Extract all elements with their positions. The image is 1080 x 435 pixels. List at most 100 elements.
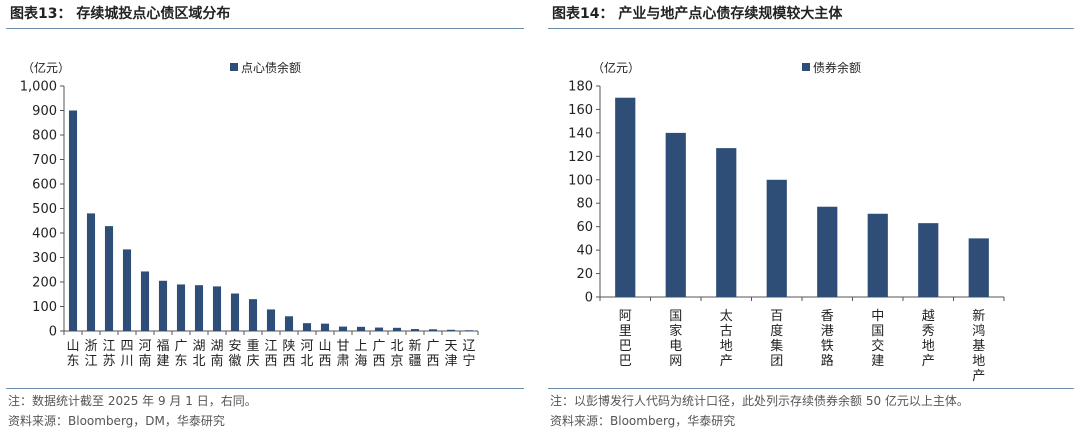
bar [230,293,240,331]
bar [176,284,186,331]
x-category-label: 陕西 [282,339,295,369]
x-category-char: 京 [390,354,403,369]
bar [194,285,204,331]
x-category-char: 辽 [462,339,475,354]
x-category-char: 交 [871,338,884,354]
x-category-char: 湖 [192,339,205,354]
x-category-char: 电 [669,339,682,354]
x-category-char: 甘 [336,339,349,354]
y-tick-label: 180 [568,80,593,95]
x-category-char: 江 [84,354,97,369]
bar [86,213,96,331]
left-chart-title: 图表13： 存续城投点心债区域分布 [6,0,524,29]
left-panel: 图表13： 存续城投点心债区域分布 （亿元） 点心债余额 0 100 200 300 400… [6,0,524,428]
x-category-char: 地 [720,339,733,354]
legend-label: 债券余额 [813,60,861,75]
issuer-balance-chart: （亿元） 债券余额020406080100120140160180阿里巴巴国家电网… [568,60,1005,384]
x-category-label: 河北 [300,339,313,369]
left-source: 资料来源：Bloomberg，DM，华泰研究 [8,414,225,428]
right-panel: 图表14： 产业与地产点心债存续规模较大主体 （亿元） 债券余额 0 20 40 60 80… [548,0,1074,428]
x-category-label: 四川 [120,339,133,369]
x-category-char: 疆 [408,354,421,369]
x-category-label: 浙江 [84,339,97,369]
y-tick-label: 800 [32,129,57,144]
bar [615,97,636,297]
x-category-label: 太古地产 [720,309,733,369]
x-category-char: 巴 [619,339,632,354]
x-category-char: 阿 [619,309,632,324]
y-tick-label: 700 [32,153,57,168]
x-category-char: 山 [66,339,79,354]
x-category-char: 河 [138,339,151,354]
x-category-char: 湖 [210,339,223,354]
x-category-char: 建 [156,354,169,369]
x-category-char: 秀 [922,324,935,339]
x-category-label: 山东 [66,339,79,369]
x-category-char: 江 [102,339,115,354]
left-footnote: 注：数据统计截至 2025 年 9 月 1 日，右同。 资料来源：Bloombe… [6,388,524,431]
x-category-char: 集 [770,338,783,354]
x-category-label: 北京 [390,339,403,369]
y-tick-label: 0 [585,291,593,306]
y-tick-label: 60 [576,220,593,235]
y-tick-label: 40 [576,244,593,259]
x-category-char: 广 [174,339,187,354]
x-category-char: 河 [300,339,313,354]
y-tick-label: 900 [32,104,57,119]
x-category-char: 鸿 [972,323,985,339]
x-category-char: 西 [282,354,295,369]
bar [158,280,168,331]
x-category-char: 福 [156,339,169,354]
x-category-label: 江西 [264,339,277,369]
x-category-label: 河南 [138,339,151,369]
bar [392,327,402,331]
x-category-char: 百 [770,309,783,324]
x-category-char: 建 [871,354,884,369]
bar [817,206,838,297]
y-tick-label: 80 [576,197,593,212]
x-category-char: 广 [426,339,439,354]
x-category-char: 上 [354,339,367,354]
x-category-char: 广 [372,339,385,354]
x-category-label: 湖南 [210,339,223,369]
x-category-label: 湖北 [192,339,205,369]
x-category-char: 家 [669,323,682,339]
x-category-label: 重庆 [246,338,259,369]
y-tick-label: 160 [568,103,593,118]
x-category-label: 山西 [318,339,331,369]
bar [68,110,78,331]
right-chart-title: 图表14： 产业与地产点心债存续规模较大主体 [548,0,1074,29]
x-category-char: 产 [720,354,733,369]
y-tick-label: 100 [568,173,593,188]
x-category-char: 天 [444,339,457,354]
x-category-char: 地 [922,339,935,354]
y-tick-label: 500 [32,202,57,217]
x-category-label: 新疆 [408,338,421,369]
x-category-label: 越秀地产 [922,309,935,369]
x-category-label: 广西 [372,339,385,369]
right-footnote: 注：以彭博发行人代码为统计口径，此处列示存续债券余额 50 亿元以上主体。 资料… [548,388,1074,431]
x-category-char: 东 [66,354,79,369]
x-category-char: 安 [228,339,241,354]
x-category-char: 古 [720,324,733,339]
x-category-char: 产 [972,369,985,384]
x-category-char: 东 [174,354,187,369]
bar [410,329,420,331]
bar [212,286,222,331]
x-category-char: 北 [300,354,313,369]
x-category-char: 新 [972,308,985,324]
bar [428,329,438,331]
bar [248,299,258,331]
y-tick-label: 140 [568,126,593,141]
bar [968,238,989,297]
bar [104,226,114,331]
x-category-char: 团 [770,354,783,369]
x-category-char: 庆 [246,354,259,369]
x-category-char: 南 [138,353,151,369]
bar [766,179,787,297]
x-category-char: 国 [871,324,884,339]
x-category-char: 路 [821,353,834,369]
bar [374,327,384,331]
x-category-label: 安徽 [228,339,241,369]
y-tick-label: 20 [576,267,593,282]
